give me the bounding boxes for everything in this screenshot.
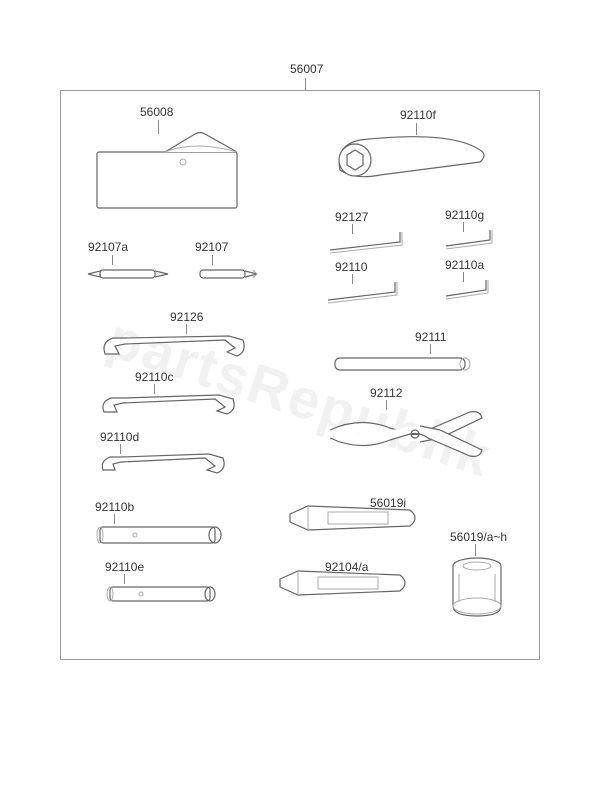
label-screwdriver-a: 92107a <box>88 240 128 254</box>
label-socket-b: 92110b <box>95 500 134 514</box>
open-wrench-d-icon <box>95 450 235 482</box>
part-can <box>445 554 515 624</box>
hex-large-icon <box>320 230 430 260</box>
label-socket-e: 92110e <box>105 560 144 574</box>
label-bag: 56008 <box>140 105 173 119</box>
part-hex-a <box>440 278 505 306</box>
label-hex-mid: 92110 <box>335 260 367 274</box>
open-wrench-top-icon <box>95 330 255 366</box>
part-socket-b <box>95 522 235 548</box>
ring-wrench-icon <box>320 130 500 200</box>
socket-b-icon <box>95 522 235 548</box>
socket-e-icon <box>105 582 225 606</box>
label-hex-g: 92110g <box>445 208 484 222</box>
part-open-wrench-top <box>95 330 255 366</box>
handle-icon <box>330 352 480 376</box>
diagram-canvas: partsRepublik 56007 56008 92110f 92107a <box>0 0 600 793</box>
part-screwdriver-a <box>80 262 175 286</box>
part-hex-large <box>320 230 430 260</box>
leader-top <box>305 78 306 90</box>
pliers-icon <box>320 406 510 466</box>
label-open-wrench-top: 92126 <box>170 310 203 324</box>
label-hex-large: 92127 <box>335 210 368 224</box>
screwdriver-b-icon <box>185 262 265 286</box>
part-hex-g <box>440 228 510 256</box>
part-open-wrench-c <box>95 390 245 424</box>
label-open-wrench-c: 92110c <box>135 370 173 384</box>
screwdriver-a-icon <box>80 262 175 286</box>
tool-bag-icon <box>95 132 255 212</box>
tube-top-icon <box>280 500 430 538</box>
part-tube-bottom <box>270 565 420 603</box>
part-ring-wrench <box>320 130 500 200</box>
label-top-assembly: 56007 <box>290 62 323 76</box>
part-handle <box>330 352 480 376</box>
label-pliers: 92112 <box>370 386 402 400</box>
part-screwdriver-b <box>185 262 265 286</box>
part-tube-top <box>280 500 430 538</box>
part-open-wrench-d <box>95 450 235 482</box>
can-icon <box>445 554 515 624</box>
label-handle: 92111 <box>415 330 447 344</box>
label-can: 56019/a~h <box>450 530 507 544</box>
open-wrench-c-icon <box>95 390 245 424</box>
part-pliers <box>320 406 510 466</box>
hex-a-icon <box>440 278 505 306</box>
hex-mid-icon <box>320 280 420 310</box>
hex-g-icon <box>440 228 510 256</box>
part-tool-bag <box>95 132 255 212</box>
part-hex-mid <box>320 280 420 310</box>
label-open-wrench-d: 92110d <box>100 430 139 444</box>
tube-bottom-icon <box>270 565 420 603</box>
label-ring-wrench: 92110f <box>400 108 436 122</box>
part-socket-e <box>105 582 225 606</box>
label-screwdriver-b: 92107 <box>195 240 228 254</box>
label-hex-a: 92110a <box>445 258 484 272</box>
